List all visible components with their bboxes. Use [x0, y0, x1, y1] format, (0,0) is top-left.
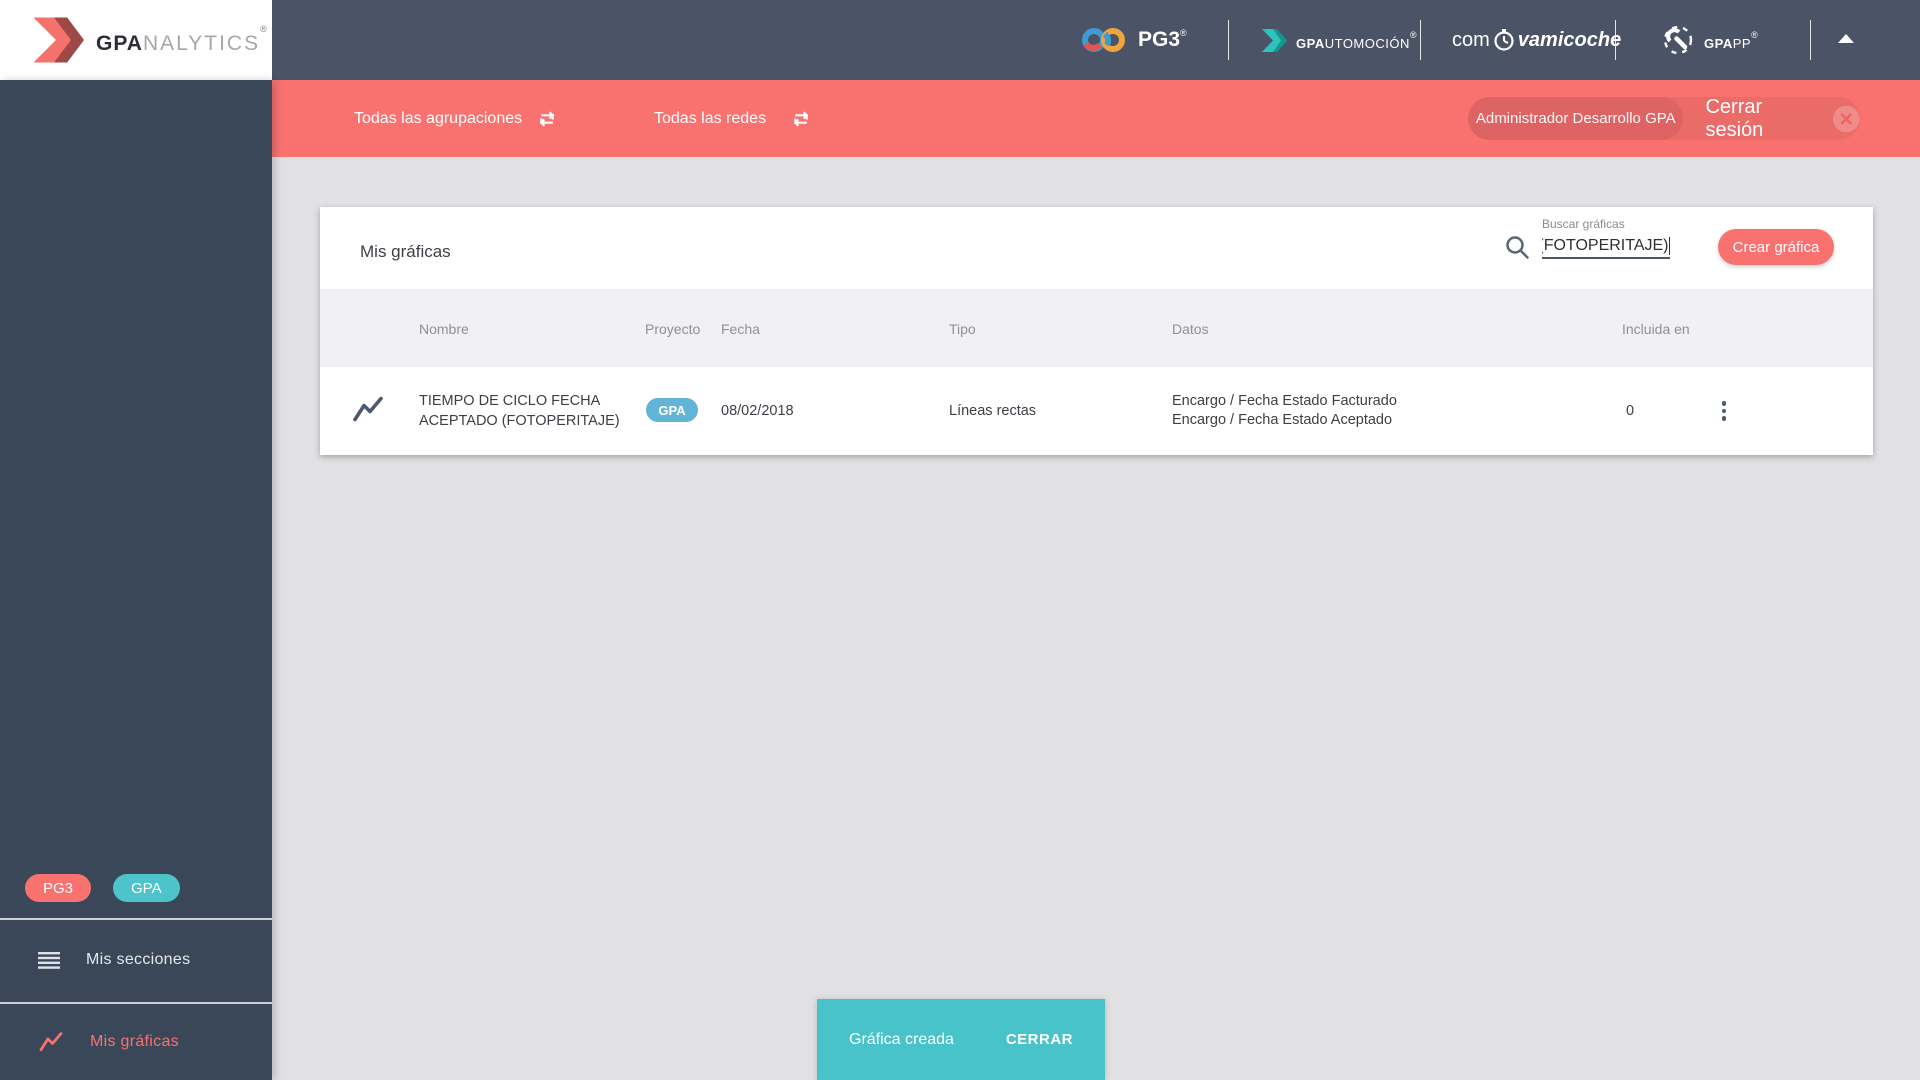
divider: [1228, 20, 1229, 60]
groupings-filter-label: Todas las agrupaciones: [354, 109, 523, 127]
networks-filter-label: Todas las redes: [654, 109, 767, 127]
sidebar-item-label: Mis gráficas: [90, 1033, 179, 1050]
project-badge: GPA: [646, 398, 698, 422]
divider: [0, 1002, 272, 1004]
gpautomocion-arrow-icon: [1262, 28, 1287, 52]
data-source-2: Encargo / Fecha Estado Aceptado: [1172, 412, 1393, 428]
col-proyecto: Proyecto: [645, 321, 701, 337]
chart-data-sources: Encargo / Fecha Estado Facturado Encargo…: [1172, 392, 1397, 430]
chart-type: Líneas rectas: [949, 403, 1037, 419]
gpanalytics-logo-text: GPANALYTICS®: [96, 24, 268, 55]
divider: [1810, 20, 1811, 60]
top-bar: GPANALYTICS® PG3® GPAUTOMOCIÓN® com: [0, 0, 1920, 80]
search-icon[interactable]: [1504, 234, 1531, 261]
line-chart-icon: [353, 396, 383, 422]
filter-bar: Todas las agrupaciones Todas las redes A…: [272, 80, 1920, 157]
row-menu-kebab-icon[interactable]: [1712, 399, 1736, 423]
table-header: Nombre Proyecto Fecha Tipo Datos Incluid…: [320, 289, 1873, 367]
groupings-filter[interactable]: Todas las agrupaciones: [354, 80, 522, 157]
logout-button[interactable]: Cerrar sesión: [1705, 96, 1860, 142]
col-tipo: Tipo: [949, 321, 976, 337]
partner-logos: PG3® GPAUTOMOCIÓN® com vamicoche: [272, 0, 1920, 80]
col-nombre: Nombre: [419, 321, 469, 337]
col-datos: Datos: [1172, 321, 1209, 337]
search-field[interactable]: Buscar gráficas O (FOTOPERITAJE): [1542, 217, 1670, 259]
stopwatch-icon: [1494, 29, 1514, 51]
swap-groupings-icon[interactable]: [536, 108, 558, 130]
networks-filter[interactable]: Todas las redes: [654, 80, 766, 157]
gpanalytics-logo[interactable]: GPANALYTICS®: [0, 0, 272, 80]
swap-networks-icon[interactable]: [790, 108, 812, 130]
create-chart-button[interactable]: Crear gráfica: [1718, 229, 1834, 265]
col-fecha: Fecha: [721, 321, 760, 337]
gpa-badge[interactable]: GPA: [113, 874, 180, 902]
gpanalytics-logo-icon: [31, 17, 84, 63]
col-incluida-en: Incluida en: [1622, 321, 1690, 337]
divider: [1615, 20, 1616, 60]
included-count: 0: [1625, 403, 1635, 419]
wrench-gauge-icon: [1663, 25, 1693, 54]
sidebar-badges: PG3 GPA: [25, 874, 180, 902]
snackbar-message: Gráfica creada: [849, 1030, 954, 1048]
sidebar-item-sections[interactable]: Mis secciones: [0, 930, 272, 990]
chart-name: TIEMPO DE CICLO FECHA ACEPTADO (FOTOPERI…: [419, 393, 620, 429]
charts-panel: Mis gráficas Buscar gráficas O (FOTOPERI…: [320, 207, 1873, 455]
menu-icon: [38, 951, 60, 969]
compravamicoche-logo[interactable]: com vamicoche: [1452, 28, 1622, 51]
snackbar-close-button[interactable]: CERRAR: [1005, 1031, 1073, 1048]
gpapp-logo[interactable]: GPAPP®: [1662, 0, 1758, 80]
collapse-caret-icon[interactable]: [1838, 34, 1854, 43]
panel-title: Mis gráficas: [360, 242, 451, 261]
user-name-badge[interactable]: Administrador Desarrollo GPA: [1468, 97, 1684, 140]
data-source-1: Encargo / Fecha Estado Facturado: [1172, 393, 1397, 409]
pg3-badge[interactable]: PG3: [25, 874, 92, 902]
pg3-logo[interactable]: PG3®: [1080, 0, 1187, 80]
sidebar-item-label: Mis secciones: [86, 951, 191, 968]
snackbar: Gráfica creada CERRAR: [817, 999, 1105, 1080]
pg3-infinity-icon: [1082, 28, 1125, 52]
gpautomocion-logo[interactable]: GPAUTOMOCIÓN®: [1260, 0, 1417, 80]
search-input[interactable]: O (FOTOPERITAJE): [1542, 235, 1670, 259]
search-label: Buscar gráficas: [1542, 217, 1625, 231]
line-chart-icon: [39, 1032, 63, 1052]
sidebar: PG3 GPA Mis secciones Mis gráficas: [0, 80, 272, 1080]
table-row[interactable]: TIEMPO DE CICLO FECHA ACEPTADO (FOTOPERI…: [320, 367, 1873, 454]
user-session-pill: Administrador Desarrollo GPA Cerrar sesi…: [1468, 96, 1860, 142]
chart-date: 08/02/2018: [721, 403, 794, 419]
text-cursor: [1668, 237, 1670, 255]
search-value: O (FOTOPERITAJE): [1542, 237, 1669, 254]
divider: [1420, 20, 1421, 60]
logout-close-icon: [1832, 105, 1860, 132]
divider: [0, 918, 272, 920]
sidebar-item-charts[interactable]: Mis gráficas: [0, 1012, 272, 1072]
